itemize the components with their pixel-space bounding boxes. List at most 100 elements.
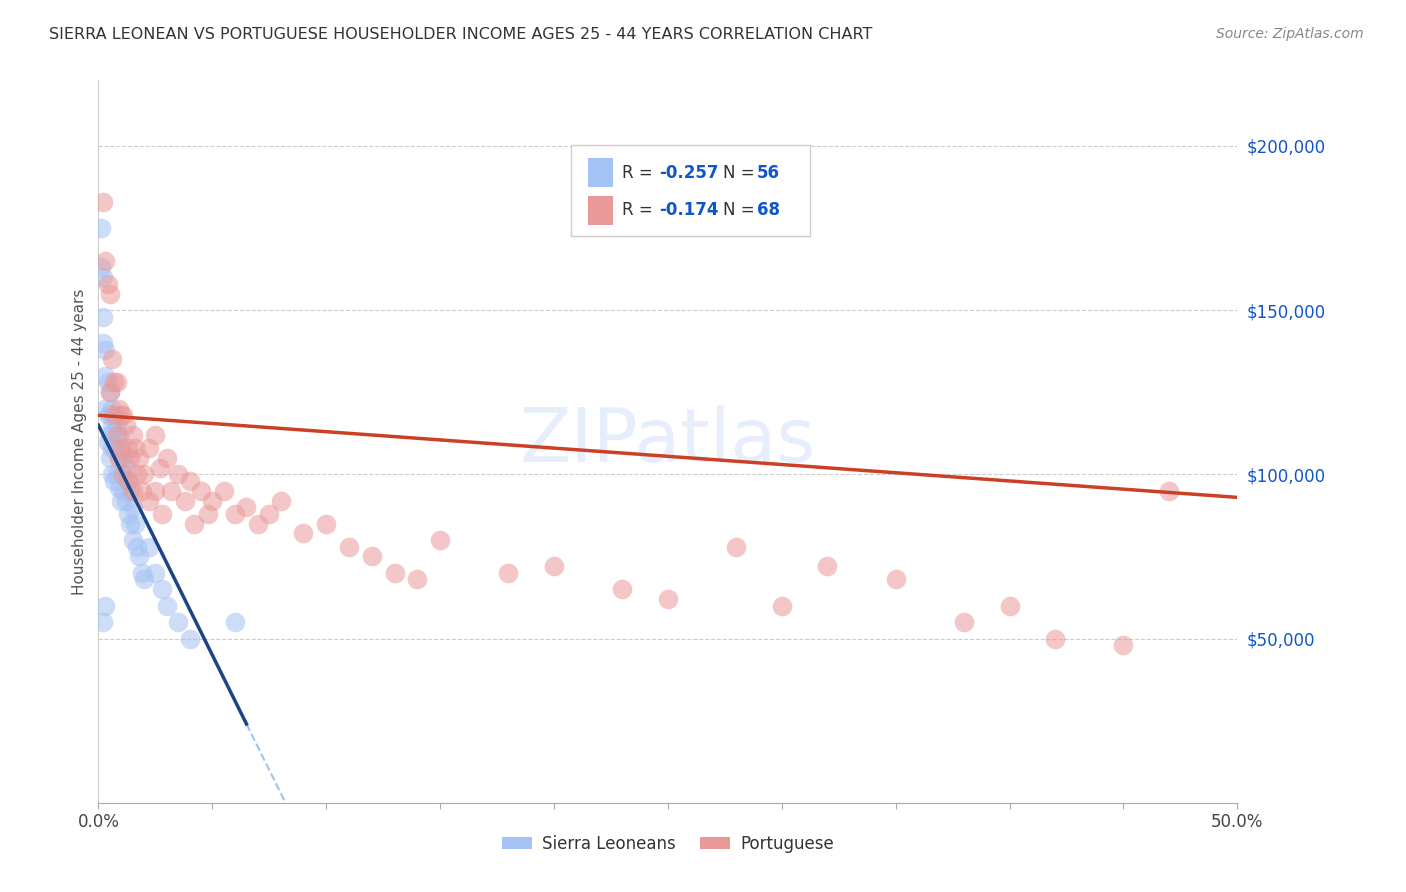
Point: [105, 418, 128, 433]
Point: [138, 493, 160, 508]
Point: [212, 483, 235, 498]
Point: [103, 409, 125, 423]
Point: [103, 425, 125, 439]
Point: [101, 467, 124, 482]
Point: [120, 516, 142, 531]
Point: [1043, 632, 1066, 646]
Y-axis label: Householder Income Ages 25 - 44 years: Householder Income Ages 25 - 44 years: [72, 288, 87, 595]
Point: [96, 434, 118, 449]
Point: [145, 566, 167, 580]
Point: [114, 493, 136, 508]
Point: [1157, 483, 1180, 498]
Text: N =: N =: [723, 202, 759, 219]
FancyBboxPatch shape: [571, 145, 810, 235]
Point: [91, 270, 114, 285]
Text: R =: R =: [623, 202, 658, 219]
Point: [498, 566, 520, 580]
Point: [91, 194, 114, 209]
Text: N =: N =: [723, 164, 759, 182]
Point: [98, 409, 121, 423]
Point: [110, 467, 132, 482]
Point: [953, 615, 976, 630]
Point: [105, 376, 128, 390]
Text: 56: 56: [756, 164, 780, 182]
Point: [110, 441, 132, 455]
Point: [127, 467, 149, 482]
Point: [337, 540, 360, 554]
Point: [156, 450, 179, 465]
Text: ZIPatlas: ZIPatlas: [520, 405, 815, 478]
Text: R =: R =: [623, 164, 658, 182]
Point: [128, 450, 150, 465]
Point: [315, 516, 337, 531]
Point: [120, 483, 142, 498]
Point: [90, 260, 112, 275]
Point: [91, 615, 114, 630]
Point: [174, 493, 197, 508]
Point: [108, 401, 131, 416]
Point: [160, 483, 183, 498]
Point: [117, 507, 139, 521]
Point: [201, 493, 224, 508]
Point: [105, 467, 128, 482]
Point: [108, 428, 131, 442]
Point: [96, 376, 118, 390]
Point: [94, 368, 117, 383]
Point: [138, 540, 160, 554]
Point: [98, 450, 121, 465]
Point: [103, 474, 125, 488]
Point: [101, 418, 124, 433]
Point: [110, 409, 132, 423]
Point: [91, 336, 114, 351]
Text: Source: ZipAtlas.com: Source: ZipAtlas.com: [1216, 27, 1364, 41]
Point: [108, 481, 131, 495]
Point: [224, 507, 246, 521]
Point: [121, 428, 143, 442]
Point: [138, 441, 160, 455]
Point: [117, 474, 139, 488]
Point: [725, 540, 748, 554]
Point: [179, 632, 201, 646]
Point: [103, 376, 125, 390]
Point: [150, 582, 173, 597]
Point: [124, 441, 146, 455]
Text: -0.257: -0.257: [659, 164, 718, 182]
Point: [360, 549, 382, 564]
Point: [101, 441, 124, 455]
Point: [167, 615, 190, 630]
Point: [114, 460, 136, 475]
Point: [132, 573, 155, 587]
FancyBboxPatch shape: [588, 196, 613, 225]
Point: [94, 401, 117, 416]
Point: [657, 592, 679, 607]
Point: [94, 253, 117, 268]
Point: [96, 409, 118, 423]
Point: [94, 599, 117, 613]
Point: [429, 533, 451, 547]
Point: [110, 493, 132, 508]
Point: [270, 493, 292, 508]
Point: [884, 573, 907, 587]
Point: [98, 385, 121, 400]
Point: [105, 441, 128, 455]
Point: [112, 467, 135, 482]
Point: [121, 500, 143, 515]
Point: [112, 483, 135, 498]
Point: [190, 483, 212, 498]
Point: [112, 450, 135, 465]
Legend: Sierra Leoneans, Portuguese: Sierra Leoneans, Portuguese: [495, 828, 841, 860]
Point: [108, 450, 131, 465]
Text: SIERRA LEONEAN VS PORTUGUESE HOUSEHOLDER INCOME AGES 25 - 44 YEARS CORRELATION C: SIERRA LEONEAN VS PORTUGUESE HOUSEHOLDER…: [49, 27, 873, 42]
Text: -0.174: -0.174: [659, 202, 718, 219]
Point: [246, 516, 269, 531]
Point: [149, 460, 172, 475]
Point: [98, 385, 121, 400]
Point: [259, 507, 281, 521]
Point: [108, 450, 131, 465]
Point: [117, 441, 139, 455]
Point: [112, 409, 135, 423]
Point: [179, 474, 201, 488]
FancyBboxPatch shape: [588, 158, 613, 187]
Point: [101, 352, 124, 367]
Point: [124, 516, 146, 531]
